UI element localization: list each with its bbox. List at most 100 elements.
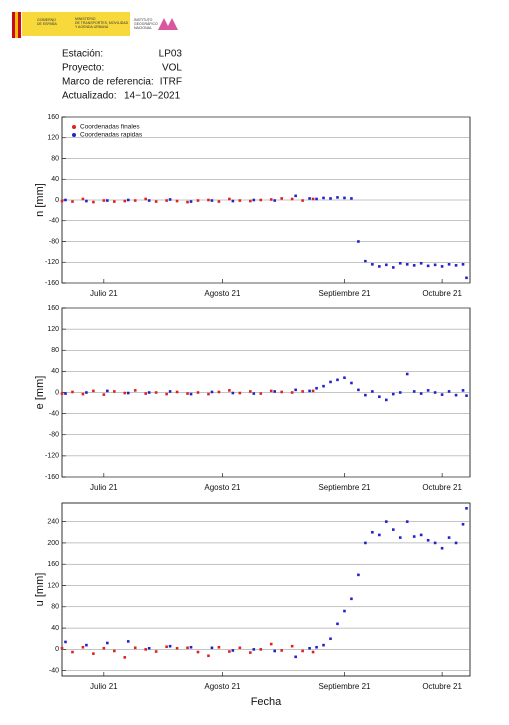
point: [168, 644, 172, 648]
logo-mark: [158, 18, 178, 30]
point: [71, 200, 74, 203]
point: [231, 649, 235, 652]
point: [165, 199, 168, 202]
y-tick-label: -80: [49, 238, 59, 245]
y-tick-label: -40: [49, 410, 59, 417]
point: [133, 199, 137, 202]
point: [186, 646, 189, 650]
point: [85, 391, 88, 394]
point: [357, 573, 360, 577]
logo-text: MINISTERIO: [75, 17, 96, 21]
point: [217, 200, 221, 203]
point: [106, 389, 109, 393]
point: [315, 386, 318, 390]
legend-label: Coordenadas rapidas: [80, 132, 143, 139]
x-tick-label: Septiembre 21: [318, 483, 371, 492]
point: [280, 390, 283, 394]
point: [259, 198, 263, 202]
logo-text: DE TRANSPORTES, MOVILIDAD: [75, 21, 129, 25]
point: [322, 384, 325, 388]
point: [273, 390, 277, 393]
logo-flag: [15, 12, 18, 38]
x-tick-label: Agosto 21: [204, 682, 241, 691]
point: [154, 200, 158, 203]
point: [249, 651, 252, 654]
point: [175, 390, 179, 394]
point: [144, 648, 147, 651]
point: [294, 194, 297, 198]
point: [311, 650, 315, 654]
point: [189, 200, 193, 203]
point: [102, 199, 106, 202]
y-axis-label: u [mm]: [34, 573, 46, 607]
point: [391, 528, 395, 531]
y-tick-label: 80: [51, 155, 59, 162]
logo-text: GOBIERNO: [37, 18, 56, 22]
point: [336, 622, 339, 626]
logo-text: INSTITUTO: [134, 18, 153, 22]
point: [308, 647, 311, 650]
point: [126, 391, 130, 395]
point: [391, 392, 395, 396]
point: [252, 392, 256, 395]
point: [412, 535, 416, 538]
y-tick-label: 40: [51, 625, 59, 632]
x-tick-label: Agosto 21: [204, 483, 241, 492]
point: [412, 264, 416, 267]
point: [433, 391, 437, 394]
point: [398, 391, 402, 394]
point: [385, 398, 388, 402]
point: [447, 536, 451, 539]
point: [207, 392, 210, 396]
info-label: Estación:: [62, 49, 103, 60]
y-tick-label: -160: [45, 280, 59, 287]
point: [447, 263, 451, 266]
y-tick-label: 160: [47, 305, 59, 312]
point: [294, 655, 297, 659]
point: [461, 389, 465, 392]
point: [290, 197, 294, 201]
point: [322, 643, 325, 647]
point: [231, 391, 235, 395]
point: [269, 642, 273, 646]
point: [228, 389, 231, 392]
point: [357, 240, 360, 243]
point: [228, 197, 231, 201]
point: [210, 199, 214, 202]
x-tick-label: Octubre 21: [422, 289, 462, 298]
point: [71, 650, 74, 654]
point: [419, 392, 423, 395]
point: [196, 650, 200, 654]
point: [433, 263, 437, 267]
point: [343, 196, 346, 200]
point: [123, 656, 127, 659]
point: [238, 199, 242, 202]
point: [378, 533, 381, 537]
point: [252, 648, 256, 651]
point: [64, 392, 67, 395]
point: [412, 390, 416, 393]
x-axis-label: Fecha: [251, 696, 282, 708]
point: [350, 197, 353, 200]
point: [329, 197, 332, 200]
point: [113, 390, 116, 393]
point: [113, 200, 116, 203]
point: [405, 520, 409, 523]
point: [311, 197, 315, 201]
point: [454, 264, 458, 267]
point: [259, 392, 263, 395]
point: [196, 391, 200, 394]
logo-flag: [18, 12, 21, 38]
point: [273, 199, 277, 202]
point: [343, 376, 346, 380]
x-tick-label: Octubre 21: [422, 483, 462, 492]
point: [426, 538, 430, 542]
point: [290, 644, 294, 648]
point: [336, 196, 339, 199]
point: [329, 637, 332, 641]
point: [447, 390, 451, 393]
point: [269, 389, 273, 393]
point: [144, 197, 147, 201]
point: [189, 645, 193, 649]
